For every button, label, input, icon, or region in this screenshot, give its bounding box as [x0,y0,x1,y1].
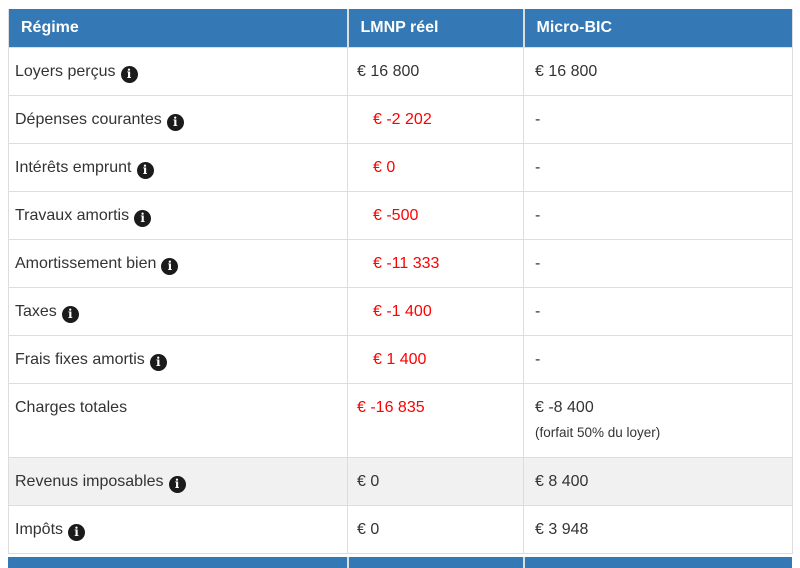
row-label: Taxes [15,303,57,320]
micro-bic-value: - [535,351,541,368]
regime-comparison: Régime LMNP réel Micro-BIC Loyers perçus… [8,9,793,568]
micro-bic-note: (forfait 50% du loyer) [535,425,661,440]
row-label-cell: Revenus imposables i [8,457,348,506]
lmnp-value-cell: € 1 400 [347,335,524,384]
lmnp-value-cell: € -11 333 [347,239,524,288]
table-row: Impôts i € 0 € 3 948 [8,505,793,554]
column-header-regime: Régime [8,9,348,48]
next-table-header-fragment [8,557,792,568]
row-label: Revenus imposables [15,473,164,490]
lmnp-value-cell: € 0 [347,143,524,192]
micro-bic-value: - [535,303,541,320]
header-cell-separator [347,557,349,568]
info-icon[interactable]: i [161,258,179,275]
row-label-cell: Travaux amortis i [8,191,348,240]
table-header-row: Régime LMNP réel Micro-BIC [8,9,793,48]
row-label-cell: Intérêts emprunt i [8,143,348,192]
micro-bic-value: € -8 400 [535,399,594,416]
lmnp-value-cell: € 0 [347,505,524,554]
row-label: Amortissement bien [15,255,157,272]
row-label-cell: Charges totales [8,383,348,458]
info-icon[interactable]: i [134,210,152,227]
lmnp-value: € -500 [373,207,419,224]
row-label: Frais fixes amortis [15,351,145,368]
row-label: Intérêts emprunt [15,159,132,176]
regime-comparison-table: Régime LMNP réel Micro-BIC Loyers perçus… [8,9,793,554]
row-label-cell: Loyers perçus i [8,47,348,96]
micro-bic-value-cell: - [523,239,793,288]
row-label-cell: Frais fixes amortis i [8,335,348,384]
table-row: Taxes i € -1 400 - [8,287,793,336]
row-label: Loyers perçus [15,63,116,80]
lmnp-value-cell: € -1 400 [347,287,524,336]
micro-bic-value-cell: € 8 400 [523,457,793,506]
row-label: Charges totales [15,399,128,416]
micro-bic-value-cell: - [523,143,793,192]
row-label-cell: Impôts i [8,505,348,554]
micro-bic-value: € 8 400 [535,473,589,490]
micro-bic-value: - [535,255,541,272]
micro-bic-value: - [535,111,541,128]
column-header-lmnp-reel: LMNP réel [346,9,524,48]
info-icon[interactable]: i [120,66,138,83]
lmnp-value-cell: € -2 202 [347,95,524,144]
row-label: Travaux amortis [15,207,130,224]
table-row: Amortissement bien i € -11 333 - [8,239,793,288]
micro-bic-value-cell: - [523,191,793,240]
micro-bic-value-cell: € 3 948 [523,505,793,554]
lmnp-value-cell: € -500 [347,191,524,240]
info-icon[interactable]: i [149,354,167,371]
table-row: Charges totales € -16 835 € -8 400 (forfait… [8,383,793,458]
lmnp-value-cell: € -16 835 [347,383,524,458]
column-header-micro-bic: Micro-BIC [522,9,793,48]
lmnp-value: € 1 400 [373,351,427,368]
micro-bic-value: € 16 800 [535,63,598,80]
lmnp-value: € -16 835 [357,399,425,416]
info-icon[interactable]: i [166,114,184,131]
table-row: Revenus imposables i € 0 € 8 400 [8,457,793,506]
table-row: Frais fixes amortis i € 1 400 - [8,335,793,384]
micro-bic-value: - [535,207,541,224]
micro-bic-value: - [535,159,541,176]
lmnp-value: € 0 [357,473,380,490]
micro-bic-value-cell: € 16 800 [523,47,793,96]
table-row: Travaux amortis i € -500 - [8,191,793,240]
micro-bic-value: € 3 948 [535,521,589,538]
micro-bic-value-cell: - [523,287,793,336]
micro-bic-value-cell: € -8 400 (forfait 50% du loyer) [523,383,793,458]
info-icon[interactable]: i [168,476,186,493]
info-icon[interactable]: i [61,306,79,323]
lmnp-value: € 0 [373,159,396,176]
info-icon[interactable]: i [136,162,154,179]
lmnp-value-cell: € 16 800 [347,47,524,96]
header-cell-separator [523,557,525,568]
lmnp-value-cell: € 0 [347,457,524,506]
row-label-cell: Taxes i [8,287,348,336]
table-body: Loyers perçus i € 16 800 € 16 800 Dépenses c… [8,47,793,554]
table-row: Dépenses courantes i € -2 202 - [8,95,793,144]
micro-bic-value-cell: - [523,95,793,144]
row-label: Dépenses courantes [15,111,162,128]
info-icon[interactable]: i [68,524,86,541]
table-row: Loyers perçus i € 16 800 € 16 800 [8,47,793,96]
row-label-cell: Amortissement bien i [8,239,348,288]
table-row: Intérêts emprunt i € 0 - [8,143,793,192]
row-label-cell: Dépenses courantes i [8,95,348,144]
micro-bic-value-cell: - [523,335,793,384]
row-label: Impôts [15,521,64,538]
lmnp-value: € -11 333 [373,255,440,272]
lmnp-value: € -1 400 [373,303,432,320]
lmnp-value: € 0 [357,521,380,538]
lmnp-value: € -2 202 [373,111,432,128]
lmnp-value: € 16 800 [357,63,420,80]
